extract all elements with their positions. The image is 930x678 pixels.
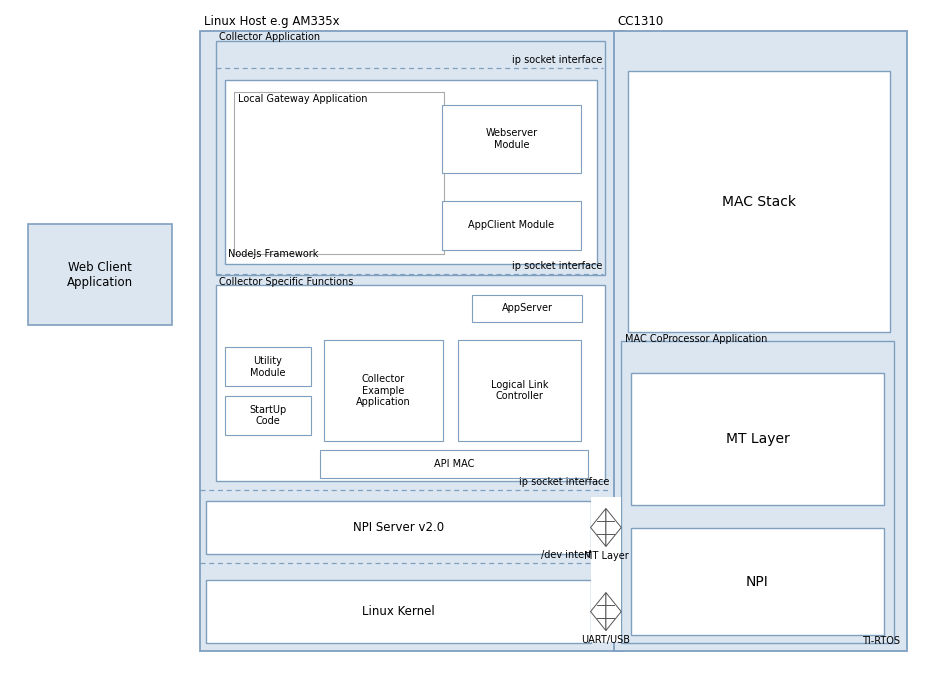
FancyBboxPatch shape (225, 80, 597, 264)
FancyBboxPatch shape (597, 521, 615, 534)
FancyBboxPatch shape (442, 201, 581, 250)
FancyBboxPatch shape (320, 450, 588, 478)
Text: Collector
Example
Application: Collector Example Application (356, 374, 410, 407)
FancyBboxPatch shape (206, 580, 591, 643)
FancyBboxPatch shape (28, 224, 172, 325)
FancyBboxPatch shape (324, 340, 443, 441)
FancyBboxPatch shape (621, 341, 894, 643)
Text: MT Layer: MT Layer (583, 551, 629, 561)
Text: Linux Host e.g AM335x: Linux Host e.g AM335x (204, 16, 339, 28)
Text: Collector Application: Collector Application (219, 32, 321, 42)
Text: NodeJs Framework: NodeJs Framework (228, 249, 318, 259)
Text: Logical Link
Controller: Logical Link Controller (491, 380, 548, 401)
Text: ip socket interface: ip socket interface (512, 261, 603, 271)
Text: NPI Server v2.0: NPI Server v2.0 (353, 521, 444, 534)
Text: MAC CoProcessor Application: MAC CoProcessor Application (625, 334, 767, 344)
FancyBboxPatch shape (614, 31, 907, 651)
Text: Local Gateway Application: Local Gateway Application (238, 94, 367, 104)
FancyBboxPatch shape (631, 528, 884, 635)
FancyBboxPatch shape (631, 373, 884, 505)
Text: StartUp
Code: StartUp Code (249, 405, 286, 426)
FancyBboxPatch shape (458, 340, 581, 441)
FancyBboxPatch shape (442, 105, 581, 173)
Text: NPI: NPI (746, 575, 769, 589)
FancyBboxPatch shape (597, 605, 615, 618)
Text: Linux Kernel: Linux Kernel (362, 605, 435, 618)
Text: MT Layer: MT Layer (725, 432, 790, 446)
Text: TI-RTOS: TI-RTOS (862, 636, 900, 646)
FancyBboxPatch shape (225, 347, 311, 386)
Text: CC1310: CC1310 (618, 16, 664, 28)
Text: MAC Stack: MAC Stack (722, 195, 796, 209)
FancyBboxPatch shape (628, 71, 890, 332)
Polygon shape (606, 593, 621, 631)
FancyBboxPatch shape (591, 497, 621, 642)
FancyBboxPatch shape (472, 295, 582, 322)
FancyBboxPatch shape (216, 41, 604, 275)
FancyBboxPatch shape (200, 31, 623, 651)
Polygon shape (591, 508, 606, 546)
FancyBboxPatch shape (206, 501, 591, 554)
FancyBboxPatch shape (225, 396, 311, 435)
Polygon shape (591, 593, 606, 631)
Text: Web Client
Application: Web Client Application (67, 260, 133, 289)
Text: AppServer: AppServer (502, 304, 552, 313)
Text: AppClient Module: AppClient Module (469, 220, 554, 230)
Text: Webserver
Module: Webserver Module (485, 128, 538, 150)
FancyBboxPatch shape (234, 92, 444, 254)
Text: ip socket interface: ip socket interface (512, 55, 603, 65)
Text: Utility
Module: Utility Module (250, 356, 286, 378)
Text: Collector Specific Functions: Collector Specific Functions (219, 277, 353, 287)
Text: ip socket interface: ip socket interface (519, 477, 609, 487)
FancyBboxPatch shape (216, 285, 604, 481)
Text: /dev interface: /dev interface (541, 550, 609, 560)
Text: UART/USB: UART/USB (581, 635, 631, 645)
Polygon shape (606, 508, 621, 546)
Text: API MAC: API MAC (433, 459, 474, 468)
